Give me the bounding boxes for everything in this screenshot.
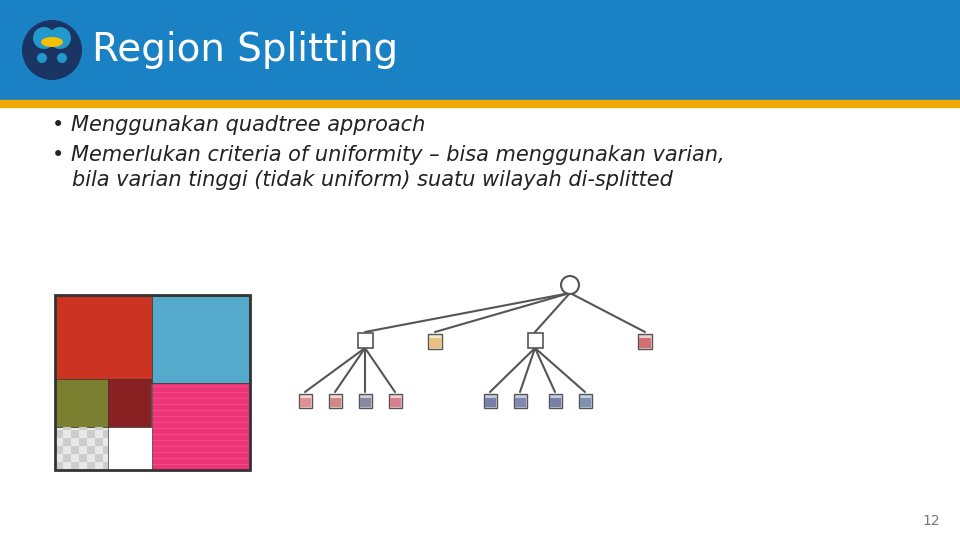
Bar (359, 399, 371, 408)
Bar (71, 430, 79, 438)
Bar (71, 446, 79, 454)
Circle shape (561, 276, 579, 294)
Bar (548, 394, 562, 408)
Bar (639, 338, 651, 348)
Bar (389, 394, 401, 408)
Bar (328, 394, 342, 408)
Bar (79, 427, 87, 430)
Bar (55, 379, 108, 427)
Bar (103, 430, 108, 438)
Circle shape (54, 50, 70, 66)
Bar (63, 438, 71, 446)
Ellipse shape (41, 37, 63, 47)
Bar (55, 430, 63, 438)
Bar (390, 399, 400, 408)
Circle shape (37, 53, 47, 63)
Circle shape (34, 50, 50, 66)
Bar (79, 438, 87, 446)
Bar (95, 454, 103, 462)
Text: Region Splitting: Region Splitting (92, 31, 398, 69)
Text: 12: 12 (923, 514, 940, 528)
Bar (0, 0, 960, 100)
Bar (484, 394, 496, 408)
Bar (103, 462, 108, 470)
Bar (514, 394, 526, 408)
Text: • Memerlukan criteria of uniformity – bisa menggunakan varian,: • Memerlukan criteria of uniformity – bi… (52, 145, 725, 165)
Bar (55, 446, 63, 454)
Bar (300, 399, 310, 408)
Bar (87, 446, 95, 454)
Text: bila varian tinggi (tidak uniform) suatu wilayah di-splitted: bila varian tinggi (tidak uniform) suatu… (72, 170, 673, 190)
Bar (108, 379, 151, 427)
Bar (87, 462, 95, 470)
Bar (428, 334, 442, 349)
Bar (429, 338, 441, 348)
Bar (638, 334, 652, 349)
Circle shape (57, 53, 67, 63)
Bar (103, 446, 108, 454)
Bar (579, 394, 591, 408)
Circle shape (49, 27, 71, 49)
Bar (63, 427, 71, 430)
Bar (55, 462, 63, 470)
Bar (95, 427, 103, 430)
Bar (299, 394, 311, 408)
Bar (95, 438, 103, 446)
Bar (329, 399, 341, 408)
Bar (580, 399, 590, 408)
Text: • Menggunakan quadtree approach: • Menggunakan quadtree approach (52, 115, 425, 135)
Bar (549, 399, 561, 408)
Bar (515, 399, 525, 408)
Bar (357, 333, 372, 348)
Bar (152, 296, 249, 383)
Bar (55, 296, 152, 383)
Bar (63, 454, 71, 462)
Bar (55, 295, 250, 470)
Bar (79, 454, 87, 462)
Circle shape (22, 20, 82, 80)
Bar (152, 383, 249, 470)
Bar (527, 333, 542, 348)
Bar (485, 399, 495, 408)
Bar (358, 394, 372, 408)
Bar (87, 430, 95, 438)
Bar (71, 462, 79, 470)
Circle shape (33, 27, 55, 49)
Bar (55, 427, 108, 470)
Bar (0, 100, 960, 107)
